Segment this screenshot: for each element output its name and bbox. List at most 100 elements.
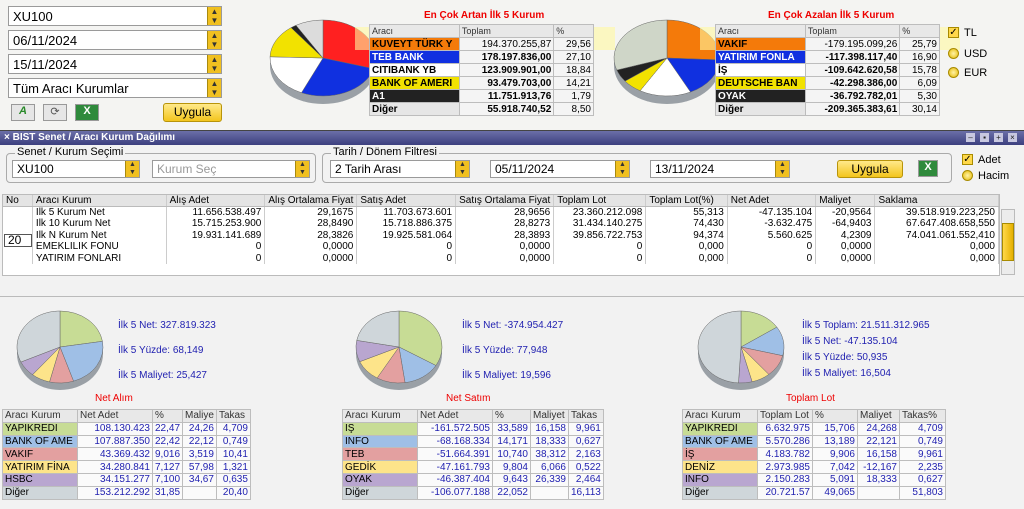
grid-cell: 28,3826: [264, 229, 358, 241]
symbol-select[interactable]: XU100 ▲ ▼: [8, 6, 222, 26]
grid-column-header[interactable]: Net Adet: [727, 195, 817, 207]
excel-button[interactable]: X: [75, 104, 99, 121]
apply-button[interactable]: Uygula: [163, 103, 222, 122]
table-cell: 153.212.292: [77, 485, 153, 500]
grid-column-header[interactable]: Saklama: [874, 195, 999, 207]
table-row[interactable]: YAPIKREDİ 108.130.423 22,47 24,26 4,709: [2, 421, 251, 436]
grid-row[interactable]: İlk N Kurum Net 19.931.141.689 28,3826 19.9…: [3, 229, 999, 241]
table-row[interactable]: BANK OF AME 5.570.286 13,189 22,121 0,749: [682, 434, 946, 449]
table-row[interactable]: DEUTSCHE BAN -42.298.386,00 6,09: [715, 76, 940, 90]
table-row[interactable]: İŞ 4.183.782 9,906 16,158 9,961: [682, 447, 946, 462]
chevron-updown-icon: ▲ ▼: [295, 161, 309, 177]
grid-cell: 0,0000: [455, 241, 555, 253]
table-row[interactable]: Diğer 153.212.292 31,85 20,40: [2, 485, 251, 500]
table-row[interactable]: BANK OF AME 107.887.350 22,42 22,12 0,749: [2, 434, 251, 449]
tl-checkbox[interactable]: ✓: [948, 27, 959, 38]
table-cell: OYAK: [715, 89, 806, 103]
table-row[interactable]: KUVEYT TÜRK Y 194.370.255,87 29,56: [369, 37, 594, 51]
table-row[interactable]: Diğer 55.918.740,52 8,50: [369, 102, 594, 116]
table-row[interactable]: CITIBANK YB 123.909.901,00 18,84: [369, 63, 594, 77]
table-row[interactable]: İŞ -109.642.620,58 15,78: [715, 63, 940, 77]
table-cell: 38,312: [530, 447, 569, 462]
table-row[interactable]: VAKIF -179.195.099,26 25,79: [715, 37, 940, 51]
grid-column-header[interactable]: Aracı Kurum: [32, 195, 167, 207]
window-titlebar[interactable]: × BIST Senet / Aracı Kurum Dağılımı: [0, 131, 1024, 145]
grid-column-header[interactable]: Satış Adet: [356, 195, 457, 207]
date-group: Tarih / Dönem Filtresi: [322, 146, 952, 183]
table-row[interactable]: TEB -51.664.391 10,740 38,312 2,163: [342, 447, 604, 462]
font-button[interactable]: A: [11, 104, 35, 121]
table-cell: VAKIF: [715, 37, 806, 51]
table-cell: 6,066: [530, 460, 569, 474]
table-cell: OYAK: [342, 472, 418, 487]
table-row[interactable]: YATIRIM FONLA -117.398.117,40 16,90: [715, 50, 940, 64]
period-select[interactable]: 2 Tarih Arası ▲ ▼: [330, 160, 470, 178]
table-row[interactable]: TEB BANK 178.197.836,00 27,10: [369, 50, 594, 64]
date-from-select[interactable]: 06/11/2024 ▲ ▼: [8, 30, 222, 50]
adet-checkbox[interactable]: ✓: [962, 154, 973, 165]
symbol-value: XU100: [13, 9, 53, 24]
window-broker-select[interactable]: Kurum Seç ▲ ▼: [152, 160, 310, 178]
minimize-icon[interactable]: –: [966, 133, 975, 142]
date-to-select[interactable]: 15/11/2024 ▲ ▼: [8, 54, 222, 74]
hacim-radio[interactable]: [962, 170, 973, 181]
n-input[interactable]: 20: [4, 234, 32, 247]
table-cell: 2,464: [568, 472, 604, 487]
table-row[interactable]: BANK OF AMERI 93.479.703,00 14,21: [369, 76, 594, 90]
grid-column-header[interactable]: Toplam Lot(%): [645, 195, 728, 207]
table-row[interactable]: Diğer 20.721.57 49,065 51,803: [682, 485, 946, 500]
table-row[interactable]: OYAK -46.387.404 9,643 26,339 2,464: [342, 472, 604, 487]
table-row[interactable]: Diğer -106.077.188 22,052 16,113: [342, 485, 604, 500]
window-symbol-select[interactable]: XU100 ▲ ▼: [12, 160, 140, 178]
column-header: %: [151, 409, 184, 423]
table-row[interactable]: İŞ -161.572.505 33,589 16,158 9,961: [342, 421, 604, 436]
window-date1-select[interactable]: 05/11/2024 ▲ ▼: [490, 160, 630, 178]
usd-radio[interactable]: [948, 48, 959, 59]
table-row[interactable]: Diğer -209.365.383,61 30,14: [715, 102, 940, 116]
table-cell: 9,961: [899, 447, 946, 462]
grid-column-header[interactable]: Alış Ortalama Fiyat: [264, 195, 358, 207]
panel-stat: İlk 5 Maliyet: 25,427: [118, 370, 207, 381]
maximize-icon[interactable]: +: [994, 133, 1003, 142]
broker-select[interactable]: Tüm Aracı Kurumlar ▲ ▼: [8, 78, 222, 98]
grid-column-header[interactable]: Alış Adet: [166, 195, 266, 207]
restore-icon[interactable]: ▪: [980, 133, 989, 142]
table-row[interactable]: YAPIKREDİ 6.632.975 15,706 24,268 4,709: [682, 421, 946, 436]
hacim-label: Hacim: [978, 170, 1010, 182]
grid-row[interactable]: İlk 5 Kurum Net 11.656.538.497 29,1675 11.7…: [3, 206, 999, 218]
grid-column-header[interactable]: Toplam Lot: [553, 195, 647, 207]
table-cell: 31,85: [151, 485, 184, 500]
grid-column-header[interactable]: Maliyet: [815, 195, 876, 207]
table-cell: 18,84: [553, 63, 594, 77]
table-row[interactable]: İNFO 2.150.283 5,091 18,333 0,627: [682, 472, 946, 487]
table-cell: 20,40: [215, 485, 251, 500]
grid-column-header[interactable]: Satış Ortalama Fiyat: [455, 195, 555, 207]
window-date2-select[interactable]: 13/11/2024 ▲ ▼: [650, 160, 790, 178]
table-cell: 16,90: [899, 50, 940, 64]
eur-radio[interactable]: [948, 67, 959, 78]
table-row[interactable]: HSBC 34.151.277 7,100 34,67 0,635: [2, 472, 251, 487]
grid-row[interactable]: İlk 10 Kurum Net 15.715.253.900 28,8490 15.…: [3, 218, 999, 230]
grid-row[interactable]: YATIRIM FONLARI 0 0,0000 0 0,0000 0 0,000 0 0,00…: [3, 252, 999, 264]
table-cell: -209.365.383,61: [804, 102, 901, 116]
grid-cell: 0: [727, 252, 817, 264]
broker-value: Tüm Aracı Kurumlar: [13, 81, 129, 96]
table-row[interactable]: YATIRIM FİNA 34.280.841 7,127 57,98 1,321: [2, 460, 251, 474]
scrollbar-thumb[interactable]: [1002, 223, 1014, 261]
panel-stat: İlk 5 Net: -47.135.104: [802, 336, 898, 347]
table-row[interactable]: OYAK -36.792.782,01 5,30: [715, 89, 940, 103]
grid-row[interactable]: EMEKLİLİK FONU 0 0,0000 0 0,0000 0 0,000 0 0,000…: [3, 241, 999, 253]
table-row[interactable]: A1 11.751.913,76 1,79: [369, 89, 594, 103]
close-icon[interactable]: ×: [1008, 133, 1017, 142]
grid-cell: 15.718.886.375: [356, 218, 457, 230]
table-row[interactable]: İNFO -68.168.334 14,171 18,333 0,627: [342, 434, 604, 449]
table-cell: 9,961: [568, 421, 604, 436]
table-row[interactable]: GEDİK -47.161.793 9,804 6,066 0,522: [342, 460, 604, 474]
window-excel-button[interactable]: X: [918, 160, 938, 177]
grid-cell: 0,000: [874, 252, 999, 264]
table-row[interactable]: VAKIF 43.369.432 9,016 3,519 10,41: [2, 447, 251, 462]
grid-column-header[interactable]: No: [3, 195, 33, 207]
window-apply-button[interactable]: Uygula: [837, 160, 903, 178]
refresh-button[interactable]: ⟳: [43, 104, 67, 121]
table-row[interactable]: DENİZ 2.973.985 7,042 -12,167 2,235: [682, 460, 946, 474]
